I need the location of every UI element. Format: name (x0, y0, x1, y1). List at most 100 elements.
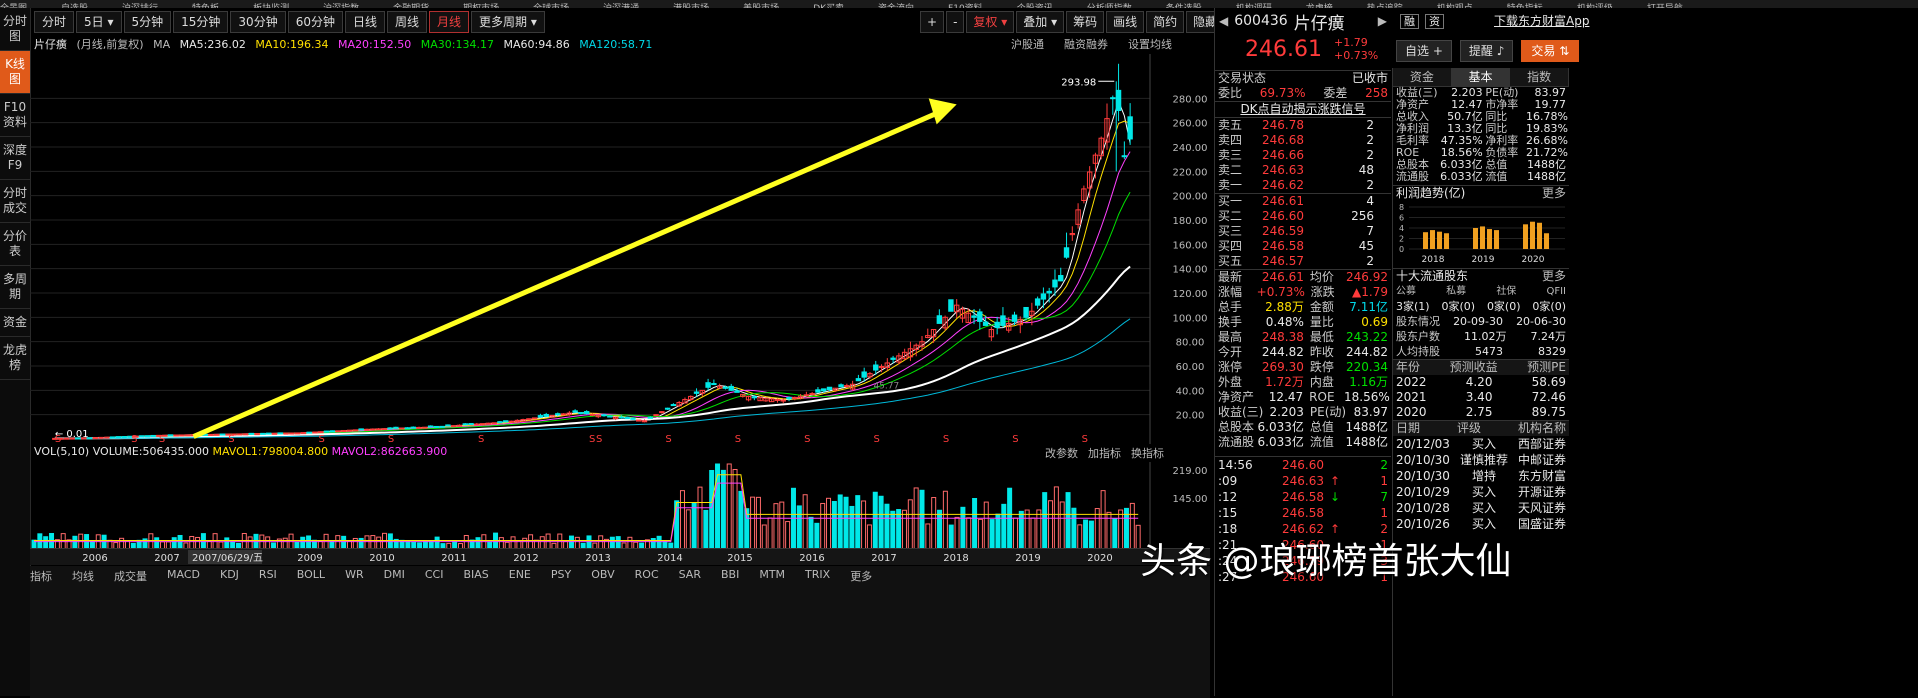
top-menu-item[interactable]: 个股资讯 (1017, 5, 1053, 9)
rating-value: 谨慎推荐 (1459, 453, 1508, 467)
tool-button[interactable]: - (946, 11, 965, 33)
kline-chart[interactable]: 280.00 260.00 240.00 220.00 200.00 180.00 160.… (30, 54, 1210, 444)
indicator-tab[interactable]: PSY (550, 568, 572, 581)
top-menu-item[interactable]: 机构评级 (1577, 5, 1613, 9)
top-menu-item[interactable]: 资金流向 (878, 5, 914, 9)
top-menu-item[interactable]: 龙虎榜 (1306, 5, 1333, 9)
indicator-tab[interactable]: ROC (634, 568, 659, 581)
sidenav-item[interactable]: F10资料 (0, 94, 30, 137)
indicator-tab[interactable]: SAR (678, 568, 701, 581)
volume-bar (802, 494, 808, 550)
add-watchlist-button[interactable]: 自选 + (1396, 40, 1452, 62)
quote-row: 外盘 1.72万 内盘 1.16万 (1215, 375, 1391, 390)
indicator-tab[interactable]: 成交量 (114, 570, 147, 583)
info-tab[interactable]: 指数 (1510, 68, 1570, 86)
top-menu-item[interactable]: 全景图 (0, 5, 27, 9)
indicator-tab[interactable]: ENE (508, 568, 531, 581)
sidenav-item[interactable]: 分时成交 (0, 180, 30, 223)
indicator-tab[interactable]: RSI (258, 568, 277, 581)
vol-header-link[interactable]: 加指标 (1088, 447, 1121, 460)
indicator-tab[interactable]: 均线 (72, 570, 94, 583)
info-tab[interactable]: 资金 (1393, 68, 1452, 86)
indicator-tab[interactable]: MACD (167, 568, 200, 581)
period-button[interactable]: 30分钟 (230, 11, 286, 33)
sidenav-item[interactable]: 龙虎榜 (0, 337, 30, 380)
y-tick-label: 240.00 (1173, 143, 1208, 154)
sidenav-item[interactable]: K线图 (0, 51, 30, 94)
chart-header-link[interactable]: 融资融券 (1064, 38, 1108, 51)
top-menu-item[interactable]: 打开导航 (1647, 5, 1683, 9)
vol-header-link[interactable]: 改参数 (1045, 447, 1078, 460)
period-button[interactable]: 5日 ▾ (76, 11, 122, 33)
top-menu-item[interactable]: 条件选股 (1166, 5, 1202, 9)
chart-header-link[interactable]: 设置均线 (1128, 38, 1172, 51)
volume-bar (703, 509, 709, 550)
period-button[interactable]: 更多周期 ▾ (471, 11, 545, 33)
period-button[interactable]: 日线 (344, 11, 385, 33)
top-menu-item[interactable]: 板块监测 (253, 5, 289, 9)
sidenav-item[interactable]: 多周期 (0, 266, 30, 309)
prev-stock-icon[interactable]: ◀ (1219, 14, 1229, 28)
top-menu-item[interactable]: 特色指标 (1507, 5, 1543, 9)
indicator-tab[interactable]: OBV (591, 568, 615, 581)
top-menu-item[interactable]: F10资料 (948, 5, 983, 9)
ask-vol: 2 (1366, 178, 1374, 192)
period-button[interactable]: 60分钟 (287, 11, 343, 33)
trade-button[interactable]: 交易 ⇅ (1521, 40, 1580, 62)
indicator-tab[interactable]: BIAS (463, 568, 489, 581)
top-menu-item[interactable]: 机构观点 (1437, 5, 1473, 9)
top-menu-item[interactable]: 港股市场 (673, 5, 709, 9)
indicator-tab[interactable]: KDJ (219, 568, 239, 581)
tool-button[interactable]: 画线 (1106, 11, 1145, 33)
tool-button[interactable]: 叠加 ▾ (1016, 11, 1065, 33)
holders-more-link[interactable]: 更多 (1541, 269, 1566, 283)
period-button[interactable]: 周线 (387, 11, 428, 33)
download-app-link[interactable]: 下载东方财富App (1494, 14, 1590, 28)
indicator-tab[interactable]: BBI (720, 568, 740, 581)
top-menu-item[interactable]: 特色板 (192, 5, 219, 9)
top-menu-item[interactable]: 机构调研 (1236, 5, 1272, 9)
top-menu-item[interactable]: 自选股 (61, 5, 88, 9)
indicator-tab[interactable]: MTM (759, 568, 786, 581)
sidenav-item[interactable]: 深度F9 (0, 137, 30, 180)
sidenav-item[interactable]: 分价表 (0, 223, 30, 266)
indicator-tab[interactable]: 指标 (30, 570, 52, 583)
indicator-tab[interactable]: BOLL (296, 568, 326, 581)
tick-vol: 2 (1380, 522, 1388, 536)
sidenav-item[interactable]: 资金 (0, 309, 30, 337)
indicator-tab[interactable]: CCI (424, 568, 444, 581)
top-menu-item[interactable]: 沪深指数 (323, 5, 359, 9)
volume-chart[interactable]: 219.00 145.00 (30, 462, 1210, 550)
top-menu-item[interactable]: 期权市场 (463, 5, 499, 9)
top-menu-item[interactable]: 分析师指数 (1087, 5, 1132, 9)
indicator-tab[interactable]: WR (345, 568, 364, 581)
chart-header-link[interactable]: 沪股通 (1011, 38, 1044, 51)
indicator-tab[interactable]: TRIX (805, 568, 831, 581)
period-button[interactable]: 分时 (34, 11, 75, 33)
tool-button[interactable]: 筹码 (1066, 11, 1105, 33)
signal-marker: S (159, 434, 165, 444)
indicator-tab[interactable]: 更多 (850, 570, 873, 583)
top-menu-item[interactable]: 美股市场 (743, 5, 779, 9)
vol-header-link[interactable]: 换指标 (1131, 447, 1164, 460)
alert-button[interactable]: 提醒 ♪ (1459, 40, 1514, 62)
info-tab[interactable]: 基本 (1451, 68, 1511, 86)
tool-button[interactable]: 复权 ▾ (966, 11, 1015, 33)
next-stock-icon[interactable]: ▶ (1377, 14, 1387, 28)
top-menu-item[interactable]: 沪深港通 (603, 5, 639, 9)
tick-time: :27 (1218, 570, 1238, 584)
top-menu-item[interactable]: 全球市场 (533, 5, 569, 9)
tool-button[interactable]: + (920, 11, 945, 33)
period-button[interactable]: 15分钟 (173, 11, 229, 33)
indicator-tab[interactable]: DMI (383, 568, 405, 581)
tool-button[interactable]: 简约 (1146, 11, 1185, 33)
top-menu-item[interactable]: 热点追踪 (1367, 5, 1403, 9)
period-button[interactable]: 5分钟 (123, 11, 172, 33)
sidenav-item[interactable]: 分时图 (0, 8, 30, 51)
period-button[interactable]: 月线 (429, 11, 470, 33)
top-menu-item[interactable]: 金融期货 (393, 5, 429, 9)
top-menu-item[interactable]: 沪深排行 (122, 5, 158, 9)
profit-more-link[interactable]: 更多 (1541, 186, 1566, 200)
dk-link[interactable]: DK点自动揭示涨跌信号 (1240, 102, 1366, 116)
top-menu-item[interactable]: DK买卖 (813, 5, 844, 9)
